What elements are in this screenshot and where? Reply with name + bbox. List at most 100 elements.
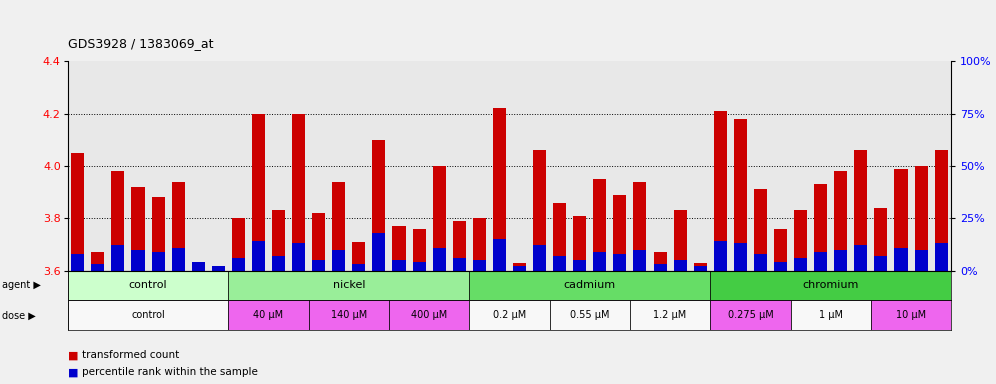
Bar [493,239,506,270]
Bar [232,218,245,270]
Bar [453,221,466,270]
Text: 0.2 μM: 0.2 μM [493,310,526,320]
Bar [92,264,105,270]
Bar [533,150,546,270]
Bar [131,187,144,270]
Bar [493,109,506,270]
Bar [131,250,144,270]
Bar [473,218,486,270]
Text: dose ▶: dose ▶ [2,310,36,320]
Text: 1.2 μM: 1.2 μM [653,310,686,320]
Bar [693,263,707,270]
Bar [673,210,686,270]
Bar [614,195,626,270]
Bar [469,270,710,300]
Bar [794,210,807,270]
Text: chromium: chromium [803,280,859,290]
Text: cadmium: cadmium [564,280,616,290]
Bar [835,250,848,270]
Bar [272,210,285,270]
Bar [292,243,305,270]
Bar [232,258,245,270]
Bar [774,262,787,270]
Bar [710,270,951,300]
Bar [693,266,707,270]
Bar [934,150,947,270]
Text: 1 μM: 1 μM [819,310,843,320]
Text: 400 μM: 400 μM [411,310,447,320]
Bar [432,248,445,270]
Bar [151,252,164,270]
Bar [653,264,666,270]
Bar [389,300,469,330]
Bar [633,182,646,270]
Bar [252,241,265,270]
Bar [228,300,309,330]
Bar [212,268,225,270]
Bar [112,171,124,270]
Bar [673,260,686,270]
Bar [871,300,951,330]
Bar [714,111,727,270]
Bar [553,202,566,270]
Bar [312,213,326,270]
Bar [914,250,927,270]
Text: control: control [131,310,165,320]
Bar [353,242,366,270]
Text: 10 μM: 10 μM [896,310,926,320]
Bar [68,300,228,330]
Bar [754,254,767,270]
Bar [392,260,405,270]
Text: percentile rank within the sample: percentile rank within the sample [82,367,258,377]
Bar [633,250,646,270]
Text: 0.275 μM: 0.275 μM [727,310,773,320]
Bar [252,114,265,270]
Bar [874,208,887,270]
Bar [574,260,587,270]
Bar [171,182,184,270]
Text: ■: ■ [68,350,79,360]
Bar [212,266,225,270]
Bar [513,266,526,270]
Text: control: control [128,280,167,290]
Text: ■: ■ [68,367,79,377]
Bar [653,252,666,270]
Bar [710,300,791,330]
Bar [373,233,385,270]
Bar [894,248,907,270]
Bar [714,241,727,270]
Bar [68,270,228,300]
Bar [72,153,85,270]
Text: nickel: nickel [333,280,366,290]
Bar [373,140,385,270]
Bar [855,245,868,270]
Bar [412,229,425,270]
Bar [312,260,326,270]
Text: 40 μM: 40 μM [253,310,284,320]
Bar [112,245,124,270]
Bar [353,264,366,270]
Text: agent ▶: agent ▶ [2,280,41,290]
Text: transformed count: transformed count [82,350,179,360]
Bar [734,243,747,270]
Bar [533,245,546,270]
Bar [814,184,828,270]
Bar [191,262,205,270]
Bar [228,270,469,300]
Bar [855,150,868,270]
Text: 0.55 μM: 0.55 μM [570,310,610,320]
Bar [432,166,445,270]
Bar [333,182,346,270]
Bar [469,300,550,330]
Text: GDS3928 / 1383069_at: GDS3928 / 1383069_at [68,37,213,50]
Bar [794,258,807,270]
Bar [614,254,626,270]
Bar [453,258,466,270]
Bar [292,114,305,270]
Bar [553,256,566,270]
Bar [835,171,848,270]
Bar [629,300,710,330]
Bar [171,248,184,270]
Bar [473,260,486,270]
Text: 140 μM: 140 μM [331,310,367,320]
